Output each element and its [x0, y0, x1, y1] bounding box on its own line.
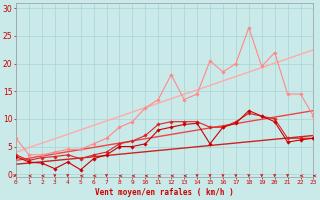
- X-axis label: Vent moyen/en rafales ( km/h ): Vent moyen/en rafales ( km/h ): [95, 188, 234, 197]
